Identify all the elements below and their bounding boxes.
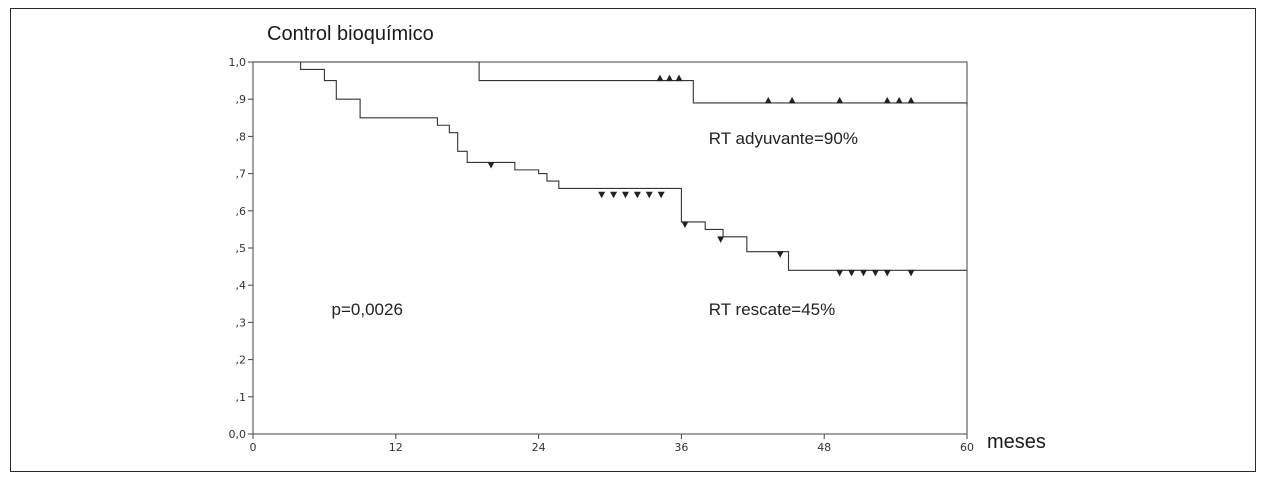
censor-marker [859, 269, 867, 277]
y-tick-label: ,4 [236, 279, 247, 292]
y-tick-label: ,7 [236, 168, 247, 181]
y-tick-label: ,1 [236, 391, 247, 404]
y-tick-label: ,3 [236, 316, 247, 329]
censor-marker [675, 74, 683, 82]
censor-marker [764, 96, 772, 104]
x-tick-label: 48 [817, 441, 831, 454]
censor-marker [883, 96, 891, 104]
y-tick-label: ,5 [236, 242, 247, 255]
censor-marker [717, 236, 725, 243]
censor-marker [836, 269, 844, 277]
censor-marker [645, 191, 653, 199]
censor-marker [656, 74, 664, 82]
x-tick-label: 36 [674, 441, 688, 454]
censor-marker [848, 269, 856, 277]
series-line-0 [253, 61, 968, 105]
censor-marker [907, 269, 915, 277]
x-axis-title: meses [987, 431, 1046, 453]
y-tick-label: 1,0 [229, 56, 247, 69]
censor-marker [621, 191, 629, 199]
censor-marker [598, 191, 606, 199]
censor-marker [871, 269, 879, 277]
x-tick-label: 12 [389, 441, 403, 454]
y-tick-label: ,2 [236, 354, 247, 367]
series-line-1 [253, 61, 967, 271]
x-tick-label: 0 [250, 441, 257, 454]
km-chart: 0,0 ,1 ,2 ,3 ,4 ,5 ,6 ,7 ,8 ,9 1,0 0 12 24 36 48 60 Contr… [229, 23, 1046, 454]
censor-marker [487, 161, 495, 169]
censor-marker [788, 96, 796, 104]
chart-frame: 0,0 ,1 ,2 ,3 ,4 ,5 ,6 ,7 ,8 ,9 1,0 0 12 24 36 48 60 Contr… [10, 8, 1256, 472]
censor-marker [907, 96, 915, 104]
censor-marker [776, 251, 784, 258]
y-tick-label: ,9 [236, 93, 247, 106]
censor-marker [657, 191, 665, 199]
x-tick-label: 24 [532, 441, 546, 454]
y-tick-label: ,8 [236, 130, 247, 143]
x-tick-label: 60 [960, 441, 974, 454]
y-tick-label: ,6 [236, 205, 247, 218]
y-axis-title: Control bioquímico [267, 23, 434, 45]
censor-marker [610, 191, 618, 199]
censor-marker [633, 191, 641, 199]
annotation-label: p=0,0026 [332, 300, 403, 319]
censor-marker [836, 96, 844, 104]
censor-marker [666, 74, 673, 82]
y-tick-label: 0,0 [229, 428, 247, 441]
censor-marker [895, 96, 903, 104]
annotation-label: RT adyuvante=90% [709, 129, 858, 148]
censor-marker [883, 269, 891, 277]
censor-marker [681, 221, 689, 228]
annotation-label: RT rescate=45% [709, 300, 835, 319]
